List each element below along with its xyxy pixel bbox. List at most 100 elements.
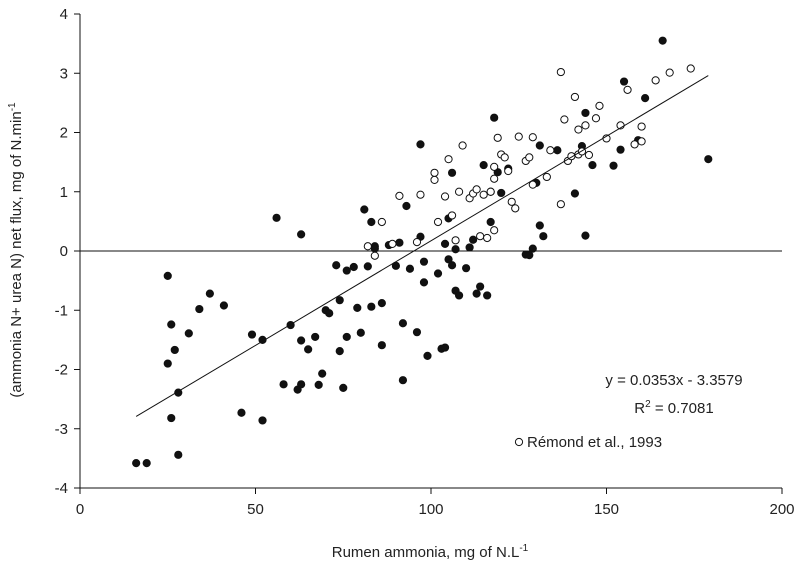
filled-data-point: [412, 328, 422, 337]
filled-data-point: [297, 336, 306, 345]
open-data-point: [416, 190, 425, 199]
filled-data-point: [619, 77, 629, 86]
x-tick-label: 0: [76, 501, 84, 518]
filled-data-point: [314, 380, 323, 390]
filled-data-point: [581, 108, 590, 118]
regression-equation: y = 0.0353x - 3.3579: [605, 372, 742, 389]
y-tick-label: 1: [60, 184, 68, 201]
filled-data-point: [272, 213, 281, 222]
filled-data-point: [335, 296, 344, 305]
y-tick-label: 0: [60, 243, 68, 260]
open-data-point: [486, 187, 495, 196]
filled-data-point: [170, 345, 179, 355]
filled-data-point: [465, 243, 474, 252]
y-axis-label: (ammonia N+ urea N) net flux, mg of N.mi…: [7, 102, 25, 398]
filled-data-point: [398, 319, 408, 328]
filled-data-point: [535, 221, 544, 230]
filled-data-point: [332, 261, 341, 270]
filled-data-point: [174, 450, 183, 459]
filled-data-point: [444, 255, 453, 264]
open-data-point: [444, 155, 453, 164]
filled-data-point: [353, 303, 362, 312]
open-data-point: [630, 140, 639, 149]
filled-data-point: [476, 282, 485, 291]
filled-data-point: [528, 244, 537, 253]
y-tick-label: 2: [60, 125, 68, 142]
filled-data-point: [363, 262, 372, 271]
filled-data-point: [419, 278, 429, 287]
filled-data-point: [486, 217, 495, 227]
filled-data-point: [163, 271, 172, 280]
open-data-point: [514, 132, 523, 141]
filled-data-point: [325, 309, 334, 318]
x-axis-ticks: 0 50 100 150 200: [76, 488, 795, 518]
filled-data-point: [398, 376, 408, 385]
filled-data-point: [132, 459, 141, 468]
legend-open-marker: [514, 437, 524, 447]
filled-data-point: [405, 264, 415, 273]
filled-data-point: [395, 238, 404, 247]
filled-data-point: [342, 266, 351, 275]
filled-data-point: [616, 145, 625, 154]
y-tick-label: 3: [60, 65, 68, 82]
open-data-point: [581, 121, 590, 130]
filled-data-point: [570, 189, 580, 198]
open-data-point: [546, 146, 555, 155]
filled-data-point: [367, 302, 376, 311]
filled-data-point: [258, 335, 267, 344]
filled-data-point: [416, 140, 425, 149]
filled-data-point: [447, 168, 457, 177]
filled-data-point: [377, 299, 386, 308]
filled-data-point: [479, 160, 488, 170]
filled-data-point: [167, 413, 176, 423]
open-data-point: [595, 101, 604, 110]
open-data-point: [490, 162, 499, 171]
filled-data-point: [142, 459, 151, 468]
open-data-point: [458, 141, 467, 150]
legend-label: Rémond et al., 1993: [527, 434, 662, 451]
filled-data-point: [279, 380, 288, 389]
filled-data-point: [553, 146, 562, 155]
open-data-point: [493, 133, 502, 142]
filled-data-point: [539, 232, 548, 241]
open-data-point: [377, 217, 386, 227]
regression-line: [135, 75, 709, 417]
open-data-point: [430, 175, 439, 184]
filled-data-point: [419, 257, 429, 266]
open-data-point: [591, 114, 601, 123]
y-tick-label: -1: [55, 302, 68, 319]
open-data-point: [412, 238, 422, 247]
filled-data-point: [367, 217, 376, 227]
x-tick-label: 150: [594, 501, 619, 518]
y-axis-ticks: -4 -3 -2 -1 0 1 2 3 4: [55, 6, 80, 497]
y-tick-label: -4: [55, 480, 68, 497]
open-data-point: [584, 150, 594, 160]
open-data-point: [525, 153, 534, 162]
open-data-point: [454, 187, 464, 196]
filled-data-point: [335, 347, 344, 356]
filled-data-point: [167, 320, 176, 329]
open-data-point: [451, 236, 460, 245]
open-data-point: [651, 76, 660, 85]
open-data-point: [574, 125, 583, 134]
y-tick-label: -2: [55, 362, 68, 379]
filled-data-point: [462, 264, 471, 273]
filled-data-point: [339, 383, 348, 392]
open-data-point: [500, 153, 509, 162]
filled-data-point: [525, 251, 534, 260]
filled-data-point: [297, 380, 306, 389]
open-data-point: [440, 192, 450, 201]
open-data-point: [483, 233, 492, 243]
x-tick-label: 100: [418, 501, 443, 518]
filled-data-point: [297, 230, 306, 239]
filled-data-point: [184, 329, 193, 338]
open-data-point: [479, 190, 488, 199]
filled-data-point: [356, 328, 365, 337]
filled-data-point: [451, 245, 460, 254]
x-axis-label: Rumen ammonia, mg of N.L-1: [332, 543, 529, 561]
open-data-point: [476, 232, 485, 241]
filled-data-point: [247, 330, 257, 339]
filled-data-point: [469, 235, 478, 244]
filled-data-point: [490, 113, 499, 122]
